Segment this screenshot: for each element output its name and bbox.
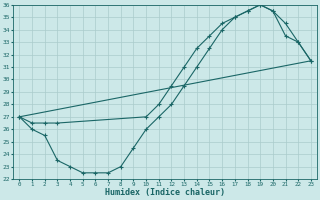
X-axis label: Humidex (Indice chaleur): Humidex (Indice chaleur) [105, 188, 225, 197]
